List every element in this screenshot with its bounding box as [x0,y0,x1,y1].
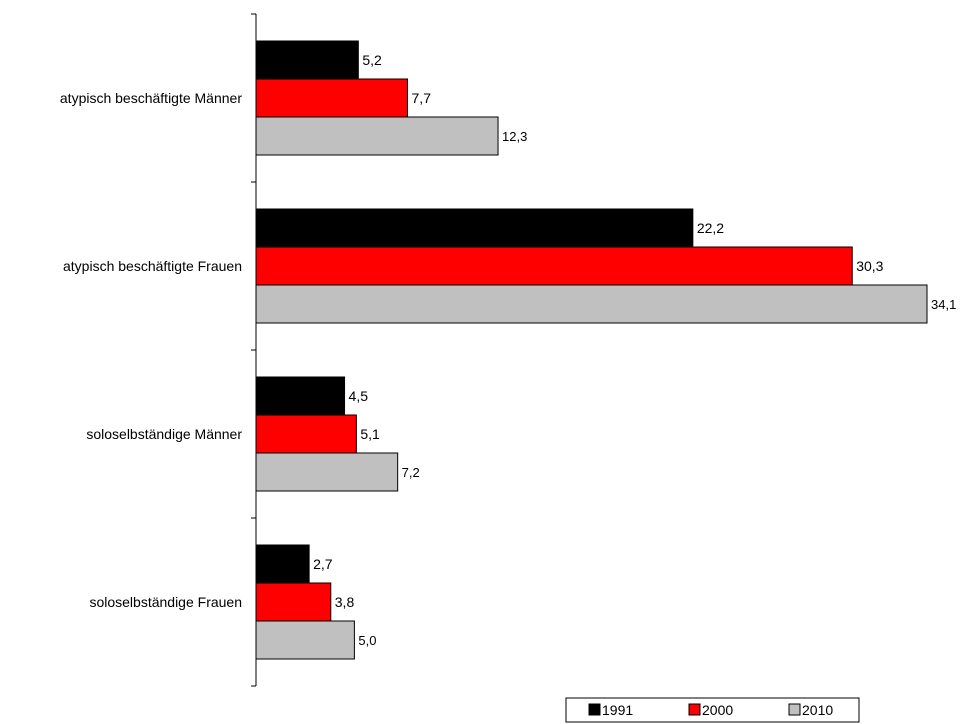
data-label: 5,1 [360,426,380,442]
value-labels: 5,2 7,7 12,3 22,2 30,3 34,1 4,5 5,1 7,2 2,7 3,8 5,0 [313,52,956,648]
data-label: 7,7 [412,90,432,106]
category-label: atypisch beschäftigte Männer [60,90,242,106]
data-label: 30,3 [856,258,883,274]
data-label: 12,3 [502,129,527,144]
bar-2000 [255,582,332,622]
legend-label: 2000 [702,702,733,718]
bar-2000 [255,414,357,454]
bar-2010 [255,284,928,324]
data-label: 5,0 [358,633,376,648]
category-axis [251,13,257,687]
category-label: soloselbständige Frauen [89,594,242,610]
legend-swatch-2000 [688,703,701,716]
legend-label: 1991 [602,702,633,718]
bar-1991 [255,544,310,584]
data-label: 3,8 [335,594,355,610]
bar-1991 [255,208,694,248]
bar-1991 [255,40,359,80]
data-label: 2,7 [313,556,333,572]
legend-label: 2010 [802,702,833,718]
bar-1991 [255,376,346,416]
bar-2010 [255,620,355,660]
bar-2010 [255,452,399,492]
bars [255,40,928,660]
legend-swatch-1991 [588,703,601,716]
legend-box [565,697,860,723]
bar-2000 [255,246,853,286]
category-label: atypisch beschäftigte Frauen [63,258,242,274]
category-labels: atypisch beschäftigte Männer atypisch bes… [60,90,242,610]
legend-swatch-2010 [788,703,801,716]
bar-2010 [255,116,499,156]
legend: 1991 2000 2010 [565,697,860,723]
category-label: soloselbständige Männer [86,426,242,442]
data-label: 34,1 [931,297,956,312]
data-label: 7,2 [402,465,420,480]
data-label: 22,2 [697,220,724,236]
data-label: 4,5 [349,388,369,404]
data-label: 5,2 [362,52,382,68]
bar-2000 [255,78,409,118]
